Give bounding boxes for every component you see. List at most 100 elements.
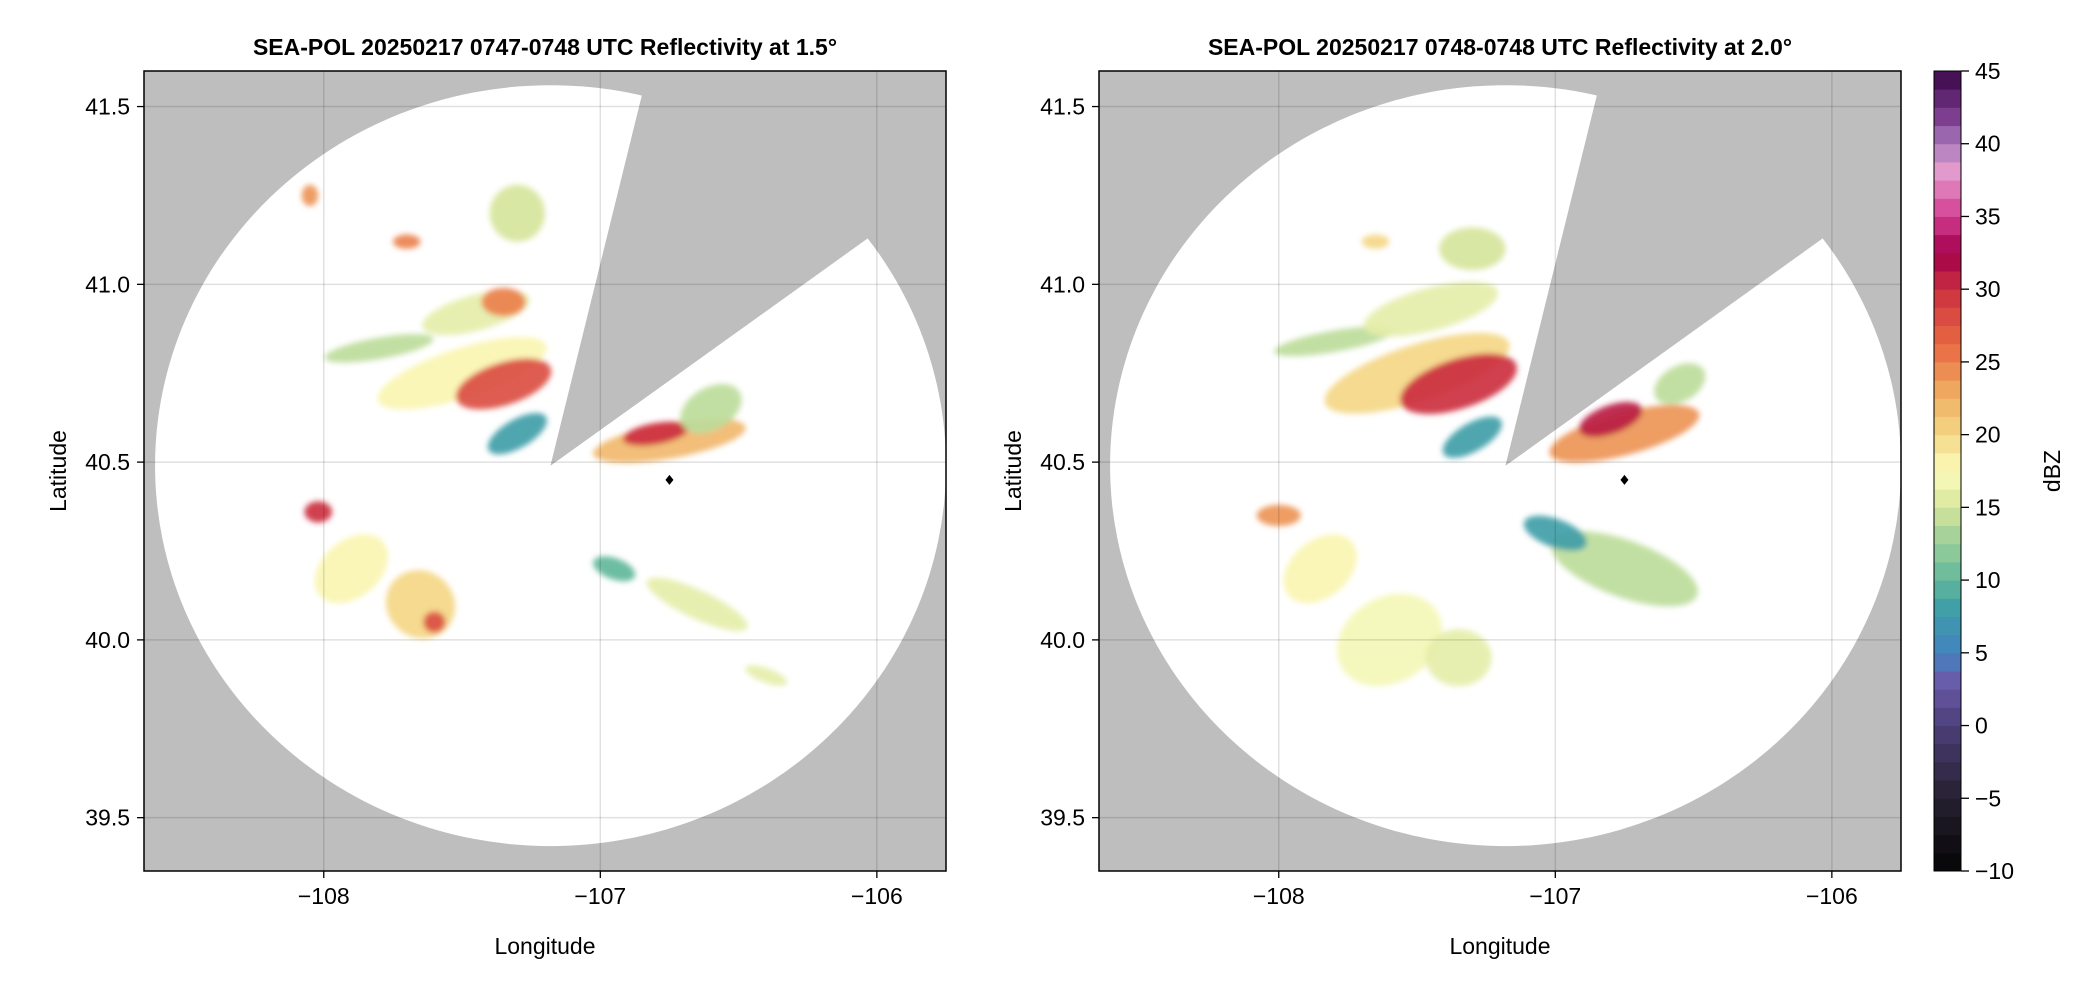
echo-cell [489, 184, 545, 242]
echo-cell [1400, 353, 1517, 415]
x-tick-label: −108 [298, 883, 350, 909]
colorbar-segment [1934, 598, 1961, 617]
colorbar-segment [1934, 852, 1961, 872]
echo-cell [1439, 227, 1506, 271]
colorbar-tick-label: 5 [1975, 640, 1988, 666]
colorbar-segment [1934, 271, 1961, 290]
colorbar-segment [1934, 616, 1961, 636]
echo-cell [314, 534, 389, 604]
colorbar-segment [1934, 143, 1961, 163]
x-axis-label: Longitude [1449, 933, 1550, 959]
colorbar-tick-label: −5 [1975, 785, 2001, 811]
y-tick-label: 41.0 [1040, 271, 1085, 297]
chart-title: SEA-POL 20250217 0747-0748 UTC Reflectiv… [253, 34, 837, 60]
x-tick-label: −106 [1806, 883, 1858, 909]
colorbar-segment [1934, 180, 1961, 199]
colorbar-segment [1934, 707, 1961, 727]
echo-cell [1336, 593, 1442, 687]
radar-site-marker [665, 474, 674, 485]
plot-frame [143, 70, 947, 872]
echo-cell [1442, 416, 1502, 458]
colorbar-segment [1934, 834, 1961, 854]
colorbar-segment [1934, 543, 1961, 563]
x-tick-label: −107 [1529, 883, 1581, 909]
colorbar-tick-label: 35 [1975, 203, 2001, 229]
colorbar-segment [1934, 216, 1961, 236]
y-tick-label: 40.5 [85, 449, 130, 475]
echo-cell [1361, 234, 1390, 249]
colorbar-segment [1934, 71, 1961, 90]
colorbar-label: dBZ [2039, 450, 2065, 492]
y-axis-label: Latitude [1000, 430, 1026, 512]
colorbar-tick-label: 20 [1975, 422, 2001, 448]
colorbar-segment [1934, 125, 1961, 145]
echo-cell [745, 665, 788, 686]
echo-cell [1256, 504, 1301, 527]
echo-cell [1579, 401, 1643, 437]
y-tick-label: 41.5 [1040, 94, 1085, 120]
x-tick-label: −106 [851, 883, 903, 909]
y-tick-label: 41.0 [85, 271, 130, 297]
colorbar-segment [1934, 289, 1961, 308]
chart-title: SEA-POL 20250217 0748-0748 UTC Reflectiv… [1208, 34, 1792, 60]
colorbar-segment [1934, 725, 1961, 745]
y-tick-label: 39.5 [85, 805, 130, 831]
echo-cell [392, 234, 421, 249]
left-radar-panel: −108 −107 −106 39.5 40.0 40.5 41.0 41.5 SEA-POL … [45, 34, 947, 959]
plot-frame [1098, 70, 1902, 872]
colorbar-segment [1934, 743, 1961, 763]
colorbar-segment [1934, 652, 1961, 672]
echo-cell [324, 334, 434, 363]
colorbar-tick-label: 15 [1975, 494, 2001, 520]
colorbar-segment [1934, 816, 1961, 836]
echo-cell [1549, 404, 1700, 463]
colorbar-segment [1934, 325, 1961, 345]
colorbar-segment [1934, 252, 1961, 272]
y-tick-label: 39.5 [1040, 805, 1085, 831]
colorbar-tick-label: −10 [1975, 858, 2014, 884]
colorbar-segment [1934, 671, 1961, 690]
colorbar-tick-label: 10 [1975, 567, 2001, 593]
echo-cell [1363, 281, 1498, 337]
x-tick-label: −107 [574, 883, 626, 909]
colorbar-segment [1934, 489, 1961, 508]
colorbar-segment [1934, 434, 1961, 454]
colorbar-segment [1934, 798, 1961, 817]
echo-cell [1324, 332, 1510, 414]
colorbar-segment [1934, 507, 1961, 527]
echo-cell [304, 501, 333, 523]
echo-cell [301, 184, 319, 207]
colorbar-segment [1934, 343, 1961, 363]
colorbar-tick-label: 40 [1975, 131, 2001, 157]
colorbar-segment [1934, 198, 1961, 217]
colorbar-segment [1934, 780, 1961, 799]
plot-area [144, 71, 946, 871]
echo-cell [1425, 629, 1492, 687]
colorbar-segment [1934, 161, 1961, 181]
y-axis-label: Latitude [45, 430, 71, 512]
colorbar-segment [1934, 361, 1961, 381]
colorbar-segment [1934, 107, 1961, 127]
echo-cell [1551, 531, 1698, 607]
y-tick-label: 40.0 [1040, 627, 1085, 653]
colorbar-segment [1934, 689, 1961, 708]
colorbar-segment [1934, 561, 1961, 581]
colorbar-segment [1934, 525, 1961, 545]
blocked-sector-mask [1505, 71, 1901, 466]
echo-cell [487, 413, 547, 455]
echo-layer [1256, 227, 1706, 687]
x-tick-label: −108 [1253, 883, 1305, 909]
plot-area [1099, 71, 1901, 871]
colorbar-segment [1934, 234, 1961, 254]
y-tick-label: 41.5 [85, 94, 130, 120]
echo-cell [1654, 363, 1706, 405]
colorbar-segment [1934, 380, 1961, 399]
echo-cell [1523, 515, 1587, 551]
echo-layer [301, 184, 788, 686]
echo-cell [423, 611, 446, 633]
radar-site-marker [1620, 474, 1629, 485]
colorbar-tick-label: 30 [1975, 276, 2001, 302]
right-radar-panel: −108 −107 −106 39.5 40.0 40.5 41.0 41.5 SEA-POL … [1000, 34, 1902, 959]
